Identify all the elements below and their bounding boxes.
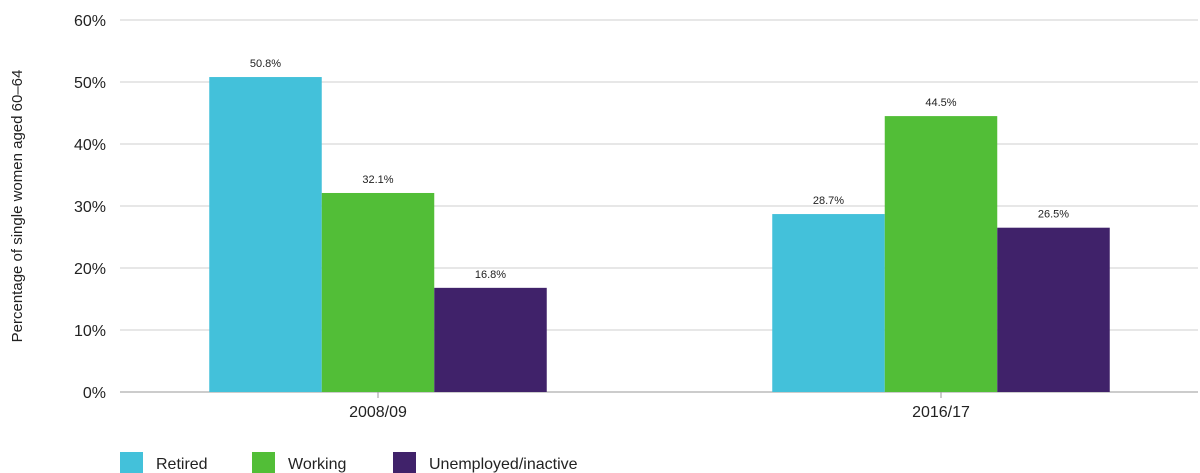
legend-swatch (120, 452, 143, 473)
data-label: 16.8% (475, 269, 506, 281)
y-tick-label: 10% (74, 323, 106, 340)
x-tick-label: 2016/17 (912, 404, 970, 421)
legend-swatch (393, 452, 416, 473)
y-tick-label: 30% (74, 199, 106, 216)
data-label: 32.1% (362, 174, 393, 186)
bar-retired (209, 77, 322, 392)
bar-unemployed-inactive (997, 227, 1110, 392)
y-axis-label: Percentage of single women aged 60–64 (9, 70, 26, 343)
legend-label: Unemployed/inactive (429, 456, 578, 473)
y-tick-label: 60% (74, 13, 106, 30)
data-label: 26.5% (1038, 209, 1069, 221)
y-axis-ticks: 0% 10% 20% 30% 40% 50% 60% (74, 13, 106, 402)
bar-working (884, 116, 998, 392)
legend-item: Retired (120, 452, 208, 473)
data-label: 28.7% (813, 195, 844, 207)
legend-item: Unemployed/inactive (393, 452, 578, 473)
data-labels: 50.8% 32.1% 16.8% 28.7% 44.5% 26.5% (250, 58, 1069, 281)
bars (209, 77, 1110, 392)
data-label: 50.8% (250, 58, 281, 70)
y-tick-label: 20% (74, 261, 106, 278)
data-label: 44.5% (925, 97, 956, 109)
bar-working (321, 192, 435, 392)
bar-unemployed-inactive (434, 287, 547, 392)
legend-label: Retired (156, 456, 208, 473)
y-tick-label: 0% (83, 385, 106, 402)
bar-retired (772, 214, 885, 392)
legend-item: Working (252, 452, 346, 473)
legend-label: Working (288, 456, 346, 473)
legend: Retired Working Unemployed/inactive (120, 452, 578, 473)
y-tick-label: 40% (74, 137, 106, 154)
legend-swatch (252, 452, 275, 473)
x-tick-label: 2008/09 (349, 404, 407, 421)
x-axis: 2008/09 2016/17 (349, 392, 970, 421)
y-tick-label: 50% (74, 75, 106, 92)
